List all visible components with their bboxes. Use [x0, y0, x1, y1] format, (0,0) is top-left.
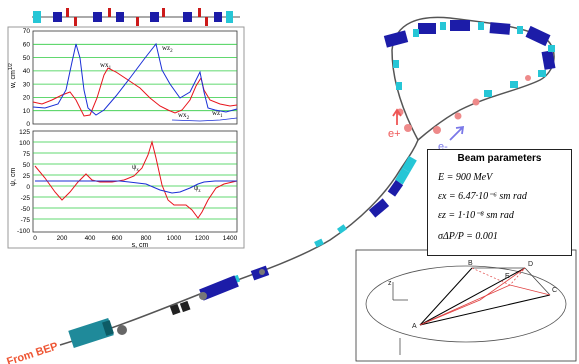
ytick-bottom: 75 — [23, 151, 31, 158]
point-a: A — [412, 323, 417, 330]
eplus-arrow — [392, 108, 402, 125]
beam-emittance-x: εx = 6.47·10⁻⁶ sm rad — [438, 191, 527, 202]
ytick-top: 60 — [23, 42, 31, 49]
ytick-bottom: 125 — [19, 129, 30, 136]
eminus-label: e- — [438, 141, 448, 153]
point-b: B — [468, 260, 473, 267]
psix-curve — [34, 140, 238, 219]
point-d: D — [528, 261, 533, 268]
ytick-top: 70 — [23, 28, 31, 35]
ytick-top: 40 — [23, 68, 31, 75]
wx1-label: wx1 — [100, 61, 112, 71]
eplus-label: e+ — [388, 128, 401, 140]
psix-label: ψx — [132, 163, 139, 173]
wz2-label: wz2 — [162, 44, 173, 54]
ytick-bottom: -50 — [21, 206, 31, 213]
point-c: C — [552, 287, 557, 294]
beam-energy: E = 900 MeV — [438, 172, 493, 183]
xtick: 400 — [85, 235, 96, 242]
xtick: 0 — [33, 235, 37, 242]
axis-z: z — [388, 280, 392, 287]
ytick-top: 50 — [23, 55, 31, 62]
ytick-bottom: -75 — [21, 217, 31, 224]
psiz-curve — [35, 180, 237, 194]
top-ylabel: w, cm1/2 — [8, 63, 17, 89]
ytick-bottom: 50 — [23, 162, 31, 169]
ytick-bottom: 25 — [23, 173, 31, 180]
xtick: 1200 — [195, 235, 210, 242]
bottom-xlabel: s, cm — [132, 242, 149, 249]
wz1-label: wz1 — [212, 109, 223, 119]
xtick: 800 — [141, 235, 152, 242]
wx2-label: wx2 — [178, 111, 190, 121]
ytick-top: 10 — [23, 108, 31, 115]
eminus-arrow — [449, 125, 465, 141]
beam-emittance-z: εz = 1·10⁻⁸ sm rad — [438, 210, 514, 221]
wz2-curve — [32, 42, 238, 116]
ytick-top: 30 — [23, 81, 31, 88]
storage-ring: e+ e- — [59, 16, 556, 346]
beam-parameters-title: Beam parameters — [457, 153, 542, 164]
xtick: 1400 — [223, 235, 238, 242]
ytick-top: 0 — [26, 121, 30, 128]
from-bep-label: From BEP — [5, 340, 59, 364]
bottom-ylabel: ψ, cm — [10, 168, 17, 186]
ytick-bottom: 0 — [26, 184, 30, 191]
xtick: 600 — [112, 235, 123, 242]
xtick: 1000 — [167, 235, 182, 242]
ytick-bottom: -25 — [21, 195, 31, 202]
beam-energy-spread: σΔP/P = 0.001 — [438, 231, 498, 242]
xtick: 200 — [57, 235, 68, 242]
psiz-label: ψz — [194, 184, 201, 194]
ytick-bottom: -100 — [17, 228, 30, 235]
top-plot: 70 60 50 40 30 20 10 0 w, cm1/2 wz2 wx1 … — [8, 28, 238, 128]
bottom-plot: 125 100 75 50 25 0 -25 -50 -75 -100 0 20… — [10, 129, 238, 249]
point-e: E — [505, 273, 510, 280]
geometry-inset: A B C D E z — [355, 249, 577, 362]
beam-parameters-box: Beam parameters E = 900 MeV εx = 6.47·10… — [427, 149, 572, 256]
ytick-bottom: 100 — [19, 140, 30, 147]
lattice-strip — [32, 8, 240, 26]
ytick-top: 20 — [23, 95, 31, 102]
